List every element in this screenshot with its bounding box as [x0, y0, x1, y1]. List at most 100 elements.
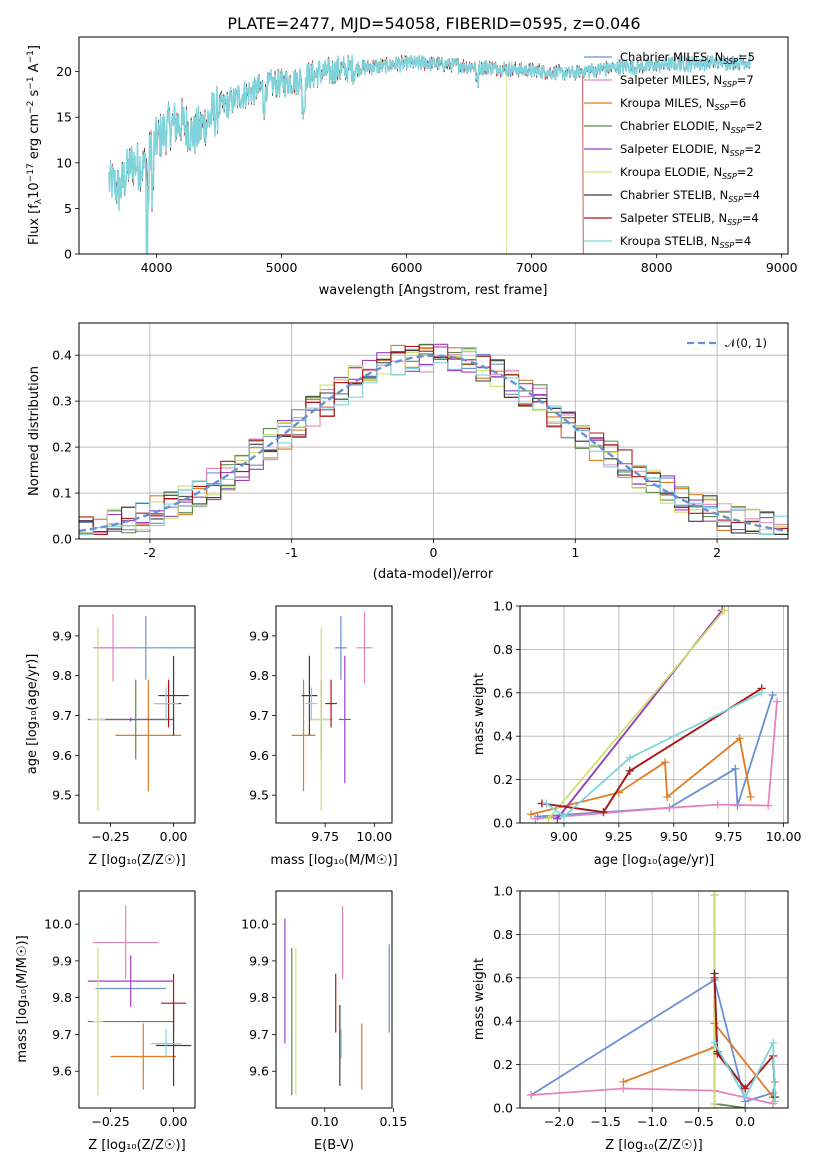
y-tick-label: 0.3: [52, 394, 72, 409]
y-tick-label: 0.4: [493, 1014, 513, 1029]
weight-marker-kroupa-stelib: [625, 753, 634, 762]
spectrum-frame: [78, 36, 789, 255]
weight-marker-kroupa-miles: [735, 734, 744, 743]
x-tick-label: 5000: [266, 260, 298, 275]
weight-line-kroupa-miles: [530, 736, 752, 816]
spectrum-ticks: 4000 5000 6000 7000 8000 9000 0 5 10 15 20: [56, 64, 798, 275]
age-vs-mass-xlabel: mass [log₁₀(M/M☉)]: [270, 853, 397, 868]
y-tick-label: 20: [56, 64, 72, 79]
residual-histograms: [79, 343, 788, 535]
legend-label-salpeter-elodie: Salpeter ELODIE, NSSP=2: [620, 142, 761, 158]
weight-vs-age-ticks: 9.00 9.25 9.50 9.75 10.00 0.0 0.2 0.4 0.6 0.8 1.0: [493, 599, 801, 845]
weight-marker-salpeter-stelib: [599, 808, 608, 817]
weight-marker-chabrier-elodie: [741, 1104, 750, 1108]
y-tick-label: 9.5: [249, 788, 269, 803]
y-tick-label: 0.2: [52, 440, 72, 455]
y-tick-label: 0.4: [52, 348, 72, 363]
y-tick-label: 0.1: [52, 486, 72, 501]
spectrum-panel: 4000 5000 6000 7000 8000 9000 0 5 10 15 20 wavelen…: [26, 36, 798, 298]
residual-ticks: -2 -1 0 1 2 0.0 0.1 0.2 0.3 0.4: [52, 348, 721, 560]
x-tick-label: 0.00: [160, 829, 188, 844]
weight-line-kroupa-elodie: [547, 609, 725, 820]
y-tick-label: 10.0: [241, 917, 269, 932]
y-tick-label: 9.8: [249, 990, 269, 1005]
weight-marker-salpeter-miles: [764, 801, 773, 810]
spectrum-line-kroupa-stelib: [108, 53, 751, 254]
y-tick-label: 0.4: [493, 729, 513, 744]
x-tick-label: 10.00: [356, 829, 392, 844]
y-tick-label: 9.7: [249, 1027, 269, 1042]
mass-vs-metallicity-ylabel: mass [log₁₀(M/M☉)]: [15, 935, 30, 1062]
weight-marker-kroupa-stelib: [770, 1097, 779, 1106]
legend-label-kroupa-stelib: Kroupa STELIB, NSSP=4: [620, 234, 751, 250]
weight-vs-metallicity-lines: [527, 891, 779, 1108]
residual-xlabel: (data-model)/error: [373, 567, 494, 582]
weight-vs-age-ylabel: mass weight: [472, 673, 487, 755]
x-tick-label: 9.00: [550, 829, 578, 844]
x-tick-label: −1.0: [637, 1114, 667, 1129]
x-tick-label: -1: [285, 545, 297, 560]
x-tick-label: 4000: [141, 260, 173, 275]
y-tick-label: 9.9: [52, 953, 72, 968]
weight-line-kroupa-stelib: [713, 1039, 776, 1102]
age-vs-metallicity-panel: −0.25 0.00 9.5 9.6 9.7 9.8 9.9 Z [log₁₀(Z/Z☉)]…: [25, 605, 196, 868]
x-tick-label: 0.00: [160, 1114, 188, 1129]
age-vs-mass-panel: 9.75 10.00 9.5 9.6 9.7 9.8 9.9 mass [log₁₀(M/M…: [249, 605, 398, 868]
y-tick-label: 9.5: [52, 788, 72, 803]
y-tick-label: 0.8: [493, 642, 513, 657]
legend-label-chabrier-miles: Chabrier MILES, NSSP=5: [620, 50, 755, 66]
y-tick-label: 9.9: [249, 628, 269, 643]
weight-vs-age-lines: [526, 606, 782, 823]
spectrum-legend: Chabrier MILES, NSSP=5 Salpeter MILES, NS…: [584, 50, 762, 250]
x-tick-label: 9.75: [311, 829, 339, 844]
spectrum-ylabel: Flux [fλ10−17 erg cm−2 s−1 A−1]: [26, 45, 44, 245]
y-tick-label: 0.2: [493, 1057, 513, 1072]
weight-marker-kroupa-miles: [619, 1077, 628, 1086]
x-tick-label: 0.0: [735, 1114, 755, 1129]
weight-marker-kroupa-miles: [526, 810, 535, 819]
spectrum-lines: [108, 53, 751, 254]
weight-vs-metallicity-ticks: −2.0 −1.5 −1.0 −0.5 0.0 0.0 0.2 0.4 0.6 0.8 1.0: [493, 884, 755, 1130]
weight-marker-salpeter-miles: [713, 800, 722, 809]
y-tick-label: 10: [56, 155, 72, 170]
y-tick-label: 0.0: [52, 532, 72, 547]
weight-marker-kroupa-elodie: [544, 814, 553, 823]
weight-marker-salpeter-stelib: [710, 973, 719, 982]
mass-vs-metallicity-panel: −0.25 0.00 9.6 9.7 9.8 9.9 10.0 Z [log₁₀(Z/Z☉)…: [15, 890, 196, 1153]
residual-frame: [78, 322, 789, 540]
y-tick-label: 0.8: [493, 927, 513, 942]
weight-marker-kroupa-miles: [660, 758, 669, 767]
mass-vs-ebv-panel: 0.10 0.15 9.6 9.7 9.8 9.9 10.0 E(B-V): [241, 890, 407, 1153]
weight-marker-salpeter-miles: [773, 697, 782, 706]
weight-marker-kroupa-elodie: [710, 891, 719, 900]
weight-marker-kroupa-stelib: [741, 1093, 750, 1102]
y-tick-label: 9.6: [249, 1064, 269, 1079]
mass-vs-metallicity-errorbars: [87, 905, 192, 1096]
age-vs-mass-errorbars: [291, 611, 373, 812]
spectrum-xlabel: wavelength [Angstrom, rest frame]: [319, 283, 548, 298]
y-tick-label: 9.6: [52, 748, 72, 763]
y-tick-label: 5: [64, 201, 72, 216]
weight-marker-salpeter-elodie: [553, 814, 562, 823]
weight-marker-kroupa-stelib: [559, 812, 568, 821]
y-tick-label: 1.0: [493, 884, 513, 899]
y-tick-label: 9.9: [52, 628, 72, 643]
mass-vs-metallicity-xlabel: Z [log₁₀(Z/Z☉)]: [88, 1138, 185, 1153]
y-tick-label: 9.7: [52, 1027, 72, 1042]
weight-marker-salpeter-miles: [527, 1090, 536, 1099]
weight-marker-chabrier-miles: [768, 690, 777, 699]
residual-histogram-panel: -2 -1 0 1 2 0.0 0.1 0.2 0.3 0.4 (data-model)/erro…: [27, 322, 789, 582]
y-tick-label: 9.7: [249, 708, 269, 723]
legend-label-chabrier-elodie: Chabrier ELODIE, NSSP=2: [620, 119, 762, 135]
weight-marker-salpeter-stelib: [625, 766, 634, 775]
mass-vs-metallicity-ticks: −0.25 0.00 9.6 9.7 9.8 9.9 10.0: [44, 917, 187, 1129]
age-vs-metallicity-errorbars: [87, 613, 195, 812]
weight-vs-metallicity-ylabel: mass weight: [472, 958, 487, 1040]
legend-label-kroupa-miles: Kroupa MILES, NSSP=6: [620, 96, 746, 112]
weight-marker-kroupa-miles: [746, 792, 755, 801]
age-vs-metallicity-frame: [78, 605, 196, 824]
x-tick-label: −0.5: [683, 1114, 713, 1129]
weight-marker-kroupa-stelib: [769, 1038, 778, 1047]
x-tick-label: −0.25: [91, 829, 129, 844]
